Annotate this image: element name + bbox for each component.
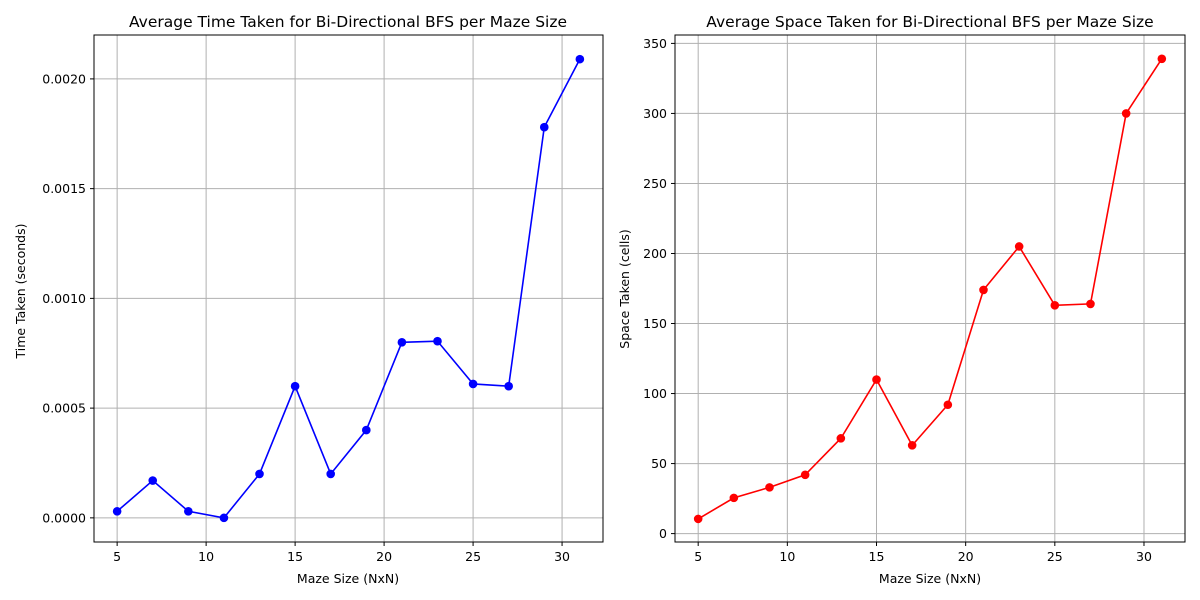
space-chart-point (1050, 301, 1060, 310)
time-chart-xtick-label: 20 (376, 549, 392, 564)
time-chart-point (148, 476, 158, 485)
space-chart-xtick-label: 25 (1047, 549, 1063, 564)
time-chart-point (219, 513, 229, 523)
time-chart-xtick-label: 25 (465, 549, 481, 564)
space-chart-point (800, 470, 810, 480)
space-chart-ytick-label: 300 (643, 106, 667, 121)
space-chart-xtick-label: 5 (694, 549, 702, 564)
time-chart-ytick-label: 0.0005 (42, 401, 86, 416)
space-chart-point (979, 285, 988, 295)
space-chart-ytick-label: 0 (659, 526, 667, 541)
space-chart-ytick-label: 50 (651, 456, 667, 471)
time-chart-series-line (116, 58, 581, 519)
space-chart-point (1157, 54, 1167, 64)
space-chart-xtick-label: 10 (779, 549, 795, 564)
time-chart-point (433, 336, 442, 346)
space-chart-series-line (697, 58, 1163, 520)
time-chart-xlabel: Maze Size (NxN) (297, 571, 399, 586)
space-chart-xtick-label: 20 (958, 549, 974, 564)
space-chart-xtick-label: 30 (1136, 549, 1152, 564)
space-chart-xtick-label: 15 (869, 549, 885, 564)
time-chart-point (539, 122, 549, 132)
time-chart-title: Average Time Taken for Bi-Directional BF… (129, 13, 567, 31)
space-chart-title: Average Space Taken for Bi-Directional B… (706, 13, 1153, 31)
space-chart-ytick-label: 100 (643, 386, 667, 401)
time-chart-xtick-label: 10 (198, 549, 214, 564)
space-chart-point (872, 375, 881, 384)
time-chart: Average Time Taken for Bi-Directional BF… (13, 13, 604, 586)
space-chart-plot-frame (674, 34, 1186, 543)
time-chart-point (397, 337, 407, 347)
space-chart: Average Space Taken for Bi-Directional B… (617, 13, 1186, 586)
time-chart-xtick-label: 15 (287, 549, 303, 564)
time-chart-point (504, 381, 513, 391)
space-chart-point (1121, 109, 1131, 118)
space-chart-ylabel: Space Taken (cells) (617, 229, 632, 348)
space-chart-ytick-label: 150 (643, 316, 667, 331)
time-chart-point (184, 506, 193, 516)
time-chart-ytick-label: 0.0020 (42, 71, 86, 86)
time-chart-ytick-label: 0.0015 (42, 181, 86, 196)
time-chart-point (290, 381, 300, 391)
time-chart-point (575, 54, 585, 64)
time-chart-plot-frame (93, 34, 604, 543)
time-chart-point (255, 469, 264, 479)
time-chart-point (468, 379, 478, 389)
time-chart-ylabel: Time Taken (seconds) (13, 223, 28, 359)
time-chart-point (361, 425, 371, 435)
time-chart-xtick-label: 5 (113, 549, 121, 564)
time-chart-ytick-label: 0.0010 (42, 291, 86, 306)
time-chart-ytick-label: 0.0000 (42, 510, 86, 525)
space-chart-xlabel: Maze Size (NxN) (879, 571, 981, 586)
space-chart-point (907, 441, 917, 450)
time-chart-point (112, 506, 122, 516)
space-chart-ytick-label: 350 (643, 36, 667, 51)
time-chart-point (326, 469, 336, 479)
space-chart-point (1014, 242, 1024, 251)
space-chart-point (765, 483, 774, 492)
space-chart-point (729, 493, 739, 503)
space-chart-point (1086, 299, 1095, 309)
space-chart-point (693, 514, 703, 524)
space-chart-point (836, 434, 846, 443)
space-chart-ytick-label: 200 (643, 246, 667, 261)
space-chart-point (943, 400, 953, 410)
time-chart-xtick-label: 30 (554, 549, 570, 564)
space-chart-ytick-label: 250 (643, 176, 667, 191)
